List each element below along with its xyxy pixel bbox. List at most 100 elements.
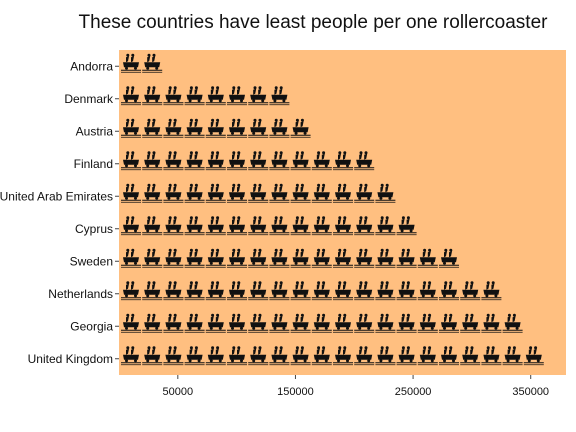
rollercoaster-car-icon <box>184 281 205 301</box>
rollercoaster-car-icon <box>396 248 417 268</box>
rollercoaster-car-icon <box>142 53 163 73</box>
rollercoaster-car-icon <box>248 86 269 106</box>
rollercoaster-car-icon <box>375 183 396 203</box>
category-label: United Kingdom <box>28 352 113 366</box>
rollercoaster-car-icon <box>121 281 141 301</box>
rollercoaster-car-icon <box>142 216 163 236</box>
rollercoaster-car-icon <box>396 313 417 333</box>
rollercoaster-car-icon <box>163 118 184 138</box>
rollercoaster-car-icon <box>354 216 375 236</box>
rollercoaster-car-icon <box>354 281 375 301</box>
rollercoaster-car-icon <box>184 151 205 171</box>
rollercoaster-car-icon <box>227 216 247 236</box>
category-label: Finland <box>74 157 113 171</box>
rollercoaster-car-icon <box>269 346 290 366</box>
rollercoaster-car-icon <box>163 86 184 106</box>
rollercoaster-car-icon <box>290 183 311 203</box>
category-label: Cyprus <box>75 222 113 236</box>
rollercoaster-car-icon <box>333 248 353 268</box>
rollercoaster-car-icon <box>290 118 311 138</box>
icon-rows <box>121 53 544 366</box>
rollercoaster-car-icon <box>163 281 184 301</box>
rollercoaster-car-icon <box>205 86 226 106</box>
x-tick-label: 250000 <box>395 386 432 398</box>
rollercoaster-car-icon <box>439 313 459 333</box>
rollercoaster-car-icon <box>121 151 141 171</box>
rollercoaster-car-icon <box>311 281 332 301</box>
rollercoaster-car-icon <box>311 248 332 268</box>
rollercoaster-car-icon <box>227 118 247 138</box>
rollercoaster-car-icon <box>205 281 226 301</box>
rollercoaster-car-icon <box>121 248 141 268</box>
rollercoaster-car-icon <box>333 281 353 301</box>
rollercoaster-car-icon <box>354 151 375 171</box>
rollercoaster-car-icon <box>205 346 226 366</box>
rollercoaster-car-icon <box>142 183 163 203</box>
rollercoaster-car-icon <box>333 313 353 333</box>
category-label: Sweden <box>70 254 113 268</box>
rollercoaster-car-icon <box>460 346 481 366</box>
rollercoaster-car-icon <box>269 118 290 138</box>
rollercoaster-car-icon <box>142 86 163 106</box>
rollercoaster-car-icon <box>163 183 184 203</box>
rollercoaster-car-icon <box>121 313 141 333</box>
rollercoaster-car-icon <box>333 183 353 203</box>
rollercoaster-car-icon <box>290 248 311 268</box>
rollercoaster-car-icon <box>248 183 269 203</box>
x-tick-label: 150000 <box>277 386 314 398</box>
rollercoaster-car-icon <box>311 216 332 236</box>
rollercoaster-car-icon <box>227 281 247 301</box>
rollercoaster-car-icon <box>396 281 417 301</box>
category-label: Georgia <box>70 319 113 333</box>
rollercoaster-car-icon <box>354 346 375 366</box>
rollercoaster-car-icon <box>354 313 375 333</box>
rollercoaster-car-icon <box>439 248 459 268</box>
rollercoaster-car-icon <box>502 346 523 366</box>
rollercoaster-car-icon <box>523 346 544 366</box>
rollercoaster-car-icon <box>417 281 438 301</box>
rollercoaster-car-icon <box>417 248 438 268</box>
rollercoaster-car-icon <box>184 86 205 106</box>
icon-row <box>121 118 311 138</box>
chart-title: These countries have least people per on… <box>78 12 548 33</box>
rollercoaster-car-icon <box>417 346 438 366</box>
rollercoaster-car-icon <box>439 346 459 366</box>
rollercoaster-car-icon <box>184 183 205 203</box>
rollercoaster-car-icon <box>269 216 290 236</box>
rollercoaster-car-icon <box>163 216 184 236</box>
rollercoaster-car-icon <box>290 346 311 366</box>
icon-row <box>121 86 290 106</box>
rollercoaster-car-icon <box>142 118 163 138</box>
rollercoaster-car-icon <box>269 313 290 333</box>
rollercoaster-car-icon <box>184 248 205 268</box>
category-label: Austria <box>76 124 114 138</box>
rollercoaster-car-icon <box>121 346 141 366</box>
rollercoaster-car-icon <box>142 346 163 366</box>
icon-row <box>121 346 544 366</box>
icon-row <box>121 53 163 73</box>
rollercoaster-car-icon <box>375 216 396 236</box>
rollercoaster-car-icon <box>311 183 332 203</box>
rollercoaster-car-icon <box>375 248 396 268</box>
icon-row <box>121 216 417 236</box>
rollercoaster-car-icon <box>184 313 205 333</box>
rollercoaster-car-icon <box>248 281 269 301</box>
rollercoaster-car-icon <box>142 151 163 171</box>
rollercoaster-car-icon <box>333 216 353 236</box>
x-tick-label: 50000 <box>163 386 194 398</box>
rollercoaster-car-icon <box>375 346 396 366</box>
rollercoaster-car-icon <box>248 151 269 171</box>
rollercoaster-car-icon <box>333 346 353 366</box>
rollercoaster-car-icon <box>142 281 163 301</box>
rollercoaster-car-icon <box>227 183 247 203</box>
rollercoaster-car-icon <box>205 313 226 333</box>
rollercoaster-car-icon <box>121 216 141 236</box>
rollercoaster-car-icon <box>205 118 226 138</box>
rollercoaster-car-icon <box>163 313 184 333</box>
rollercoaster-car-icon <box>227 86 247 106</box>
rollercoaster-car-icon <box>248 248 269 268</box>
icon-row <box>121 183 396 203</box>
rollercoaster-car-icon <box>269 86 290 106</box>
rollercoaster-car-icon <box>460 313 481 333</box>
